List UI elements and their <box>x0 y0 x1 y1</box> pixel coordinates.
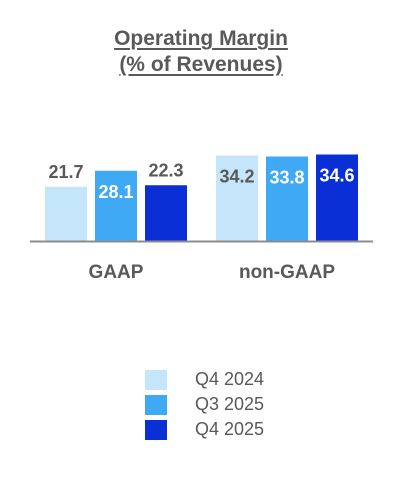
legend-swatch <box>145 370 167 390</box>
bar-non-gaap-q4-2024 <box>216 155 258 241</box>
bar-non-gaap-q3-2025 <box>266 156 308 241</box>
bar-gaap-q4-2025 <box>145 185 187 241</box>
bar-gaap-q4-2024 <box>45 186 87 241</box>
chart-title-line-2: (% of Revenues) <box>119 53 283 76</box>
chart-title-line-1: Operating Margin <box>114 27 288 50</box>
bar-gaap-q3-2025 <box>95 170 137 241</box>
legend-label: Q4 2024 <box>195 369 265 389</box>
data-label: 21.7 <box>48 162 83 182</box>
data-label: 34.2 <box>219 167 254 187</box>
x-tick-label: non-GAAP <box>239 262 335 283</box>
legend-label: Q3 2025 <box>195 394 265 414</box>
chart-title: Operating Margin (% of Revenues) <box>0 26 402 78</box>
data-label: 28.1 <box>98 182 133 202</box>
legend-item: Q4 2025 <box>145 418 345 440</box>
legend-swatch <box>145 395 167 415</box>
data-label: 22.3 <box>148 160 183 180</box>
x-tick-label: GAAP <box>89 262 144 283</box>
legend-label: Q4 2025 <box>195 419 265 439</box>
bar-non-gaap-q4-2025 <box>316 154 358 241</box>
data-label: 33.8 <box>269 168 304 188</box>
legend-item: Q4 2024 <box>145 368 345 390</box>
data-label: 34.6 <box>319 166 354 186</box>
legend-item: Q3 2025 <box>145 393 345 415</box>
legend-swatch <box>145 420 167 440</box>
